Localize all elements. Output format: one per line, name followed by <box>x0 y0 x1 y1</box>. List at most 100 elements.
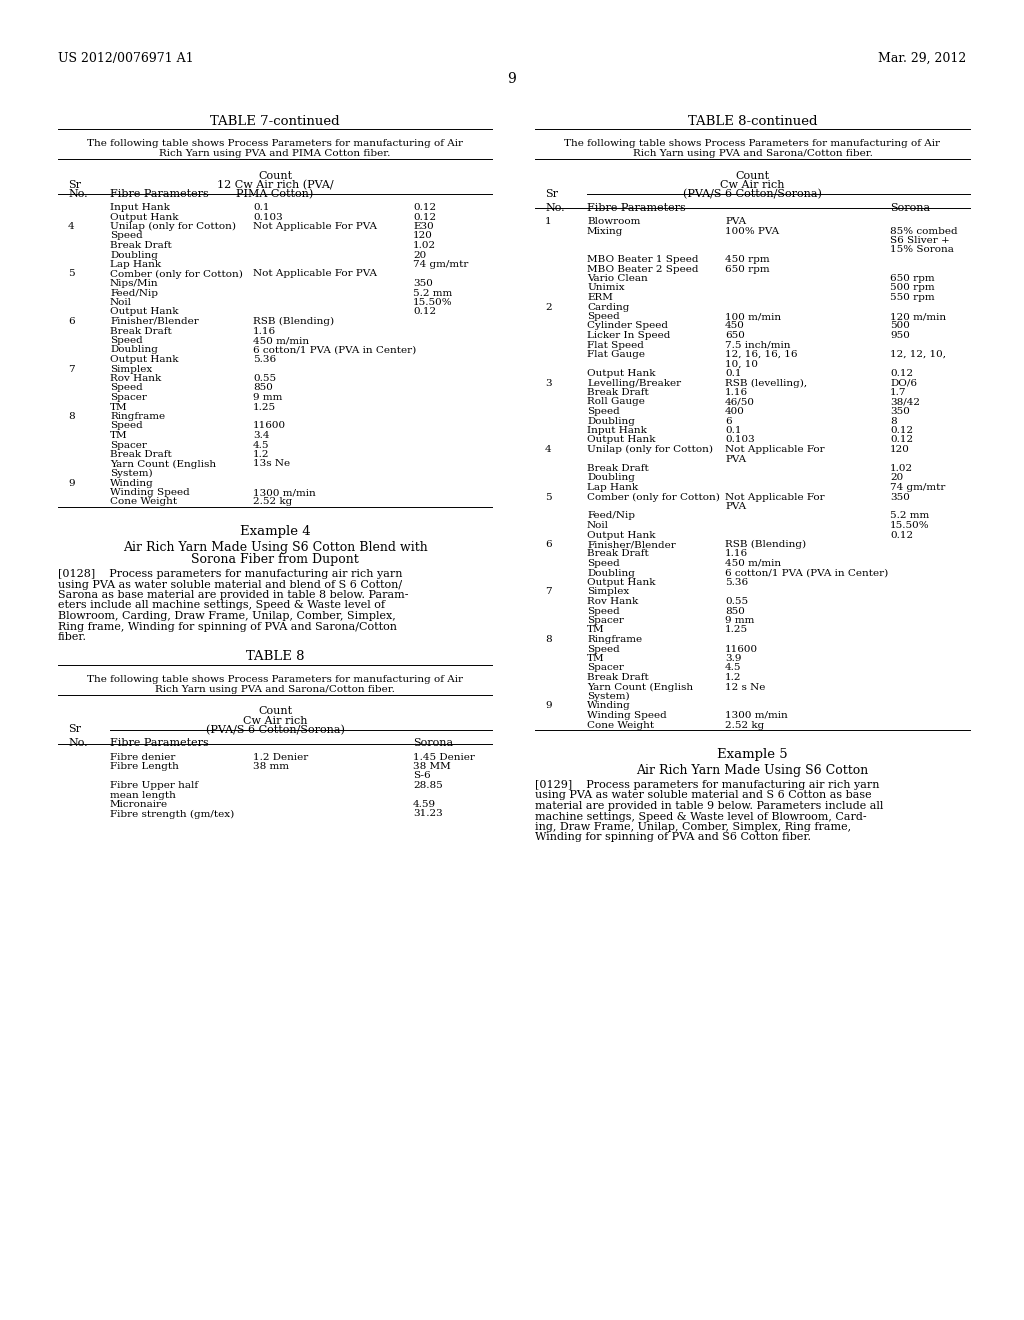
Text: 4: 4 <box>545 445 552 454</box>
Text: Yarn Count (English: Yarn Count (English <box>587 682 693 692</box>
Text: [0128]    Process parameters for manufacturing air rich yarn: [0128] Process parameters for manufactur… <box>58 569 402 579</box>
Text: Sarona as base material are provided in table 8 below. Param-: Sarona as base material are provided in … <box>58 590 409 601</box>
Text: 12, 16, 16, 16: 12, 16, 16, 16 <box>725 350 798 359</box>
Text: 0.1: 0.1 <box>253 203 269 213</box>
Text: 1.45 Denier: 1.45 Denier <box>413 752 475 762</box>
Text: Speed: Speed <box>587 558 620 568</box>
Text: Mixing: Mixing <box>587 227 624 235</box>
Text: Fibre Parameters: Fibre Parameters <box>110 189 209 199</box>
Text: Flat Gauge: Flat Gauge <box>587 350 645 359</box>
Text: 6: 6 <box>725 417 731 425</box>
Text: TM: TM <box>110 403 128 412</box>
Text: Cw Air rich: Cw Air rich <box>720 180 784 190</box>
Text: Not Applicable For PVA: Not Applicable For PVA <box>253 222 377 231</box>
Text: No.: No. <box>545 203 564 213</box>
Text: 13s Ne: 13s Ne <box>253 459 290 469</box>
Text: Yarn Count (English: Yarn Count (English <box>110 459 216 469</box>
Text: 850: 850 <box>253 384 272 392</box>
Text: Levelling/Breaker: Levelling/Breaker <box>587 379 681 388</box>
Text: material are provided in table 9 below. Parameters include all: material are provided in table 9 below. … <box>535 801 884 810</box>
Text: 2.52 kg: 2.52 kg <box>253 498 292 507</box>
Text: Speed: Speed <box>110 421 142 430</box>
Text: 10, 10: 10, 10 <box>725 359 758 368</box>
Text: 0.55: 0.55 <box>725 597 749 606</box>
Text: RSB (Blending): RSB (Blending) <box>725 540 806 549</box>
Text: Winding: Winding <box>110 479 154 487</box>
Text: 500 rpm: 500 rpm <box>890 284 935 293</box>
Text: Input Hank: Input Hank <box>110 203 170 213</box>
Text: 120: 120 <box>890 445 910 454</box>
Text: System): System) <box>587 692 630 701</box>
Text: 0.103: 0.103 <box>253 213 283 222</box>
Text: 0.1: 0.1 <box>725 426 741 436</box>
Text: Winding: Winding <box>587 701 631 710</box>
Text: 6 cotton/1 PVA (PVA in Center): 6 cotton/1 PVA (PVA in Center) <box>253 346 416 355</box>
Text: Doubling: Doubling <box>110 251 158 260</box>
Text: Speed: Speed <box>587 644 620 653</box>
Text: Finisher/Blender: Finisher/Blender <box>587 540 676 549</box>
Text: Winding for spinning of PVA and S6 Cotton fiber.: Winding for spinning of PVA and S6 Cotto… <box>535 833 811 842</box>
Text: System): System) <box>110 469 153 478</box>
Text: PIMA Cotton): PIMA Cotton) <box>237 189 313 199</box>
Text: The following table shows Process Parameters for manufacturing of Air: The following table shows Process Parame… <box>87 139 463 148</box>
Text: machine settings, Speed & Waste level of Blowroom, Card-: machine settings, Speed & Waste level of… <box>535 812 866 821</box>
Text: Output Hank: Output Hank <box>587 531 655 540</box>
Text: US 2012/0076971 A1: US 2012/0076971 A1 <box>58 51 194 65</box>
Text: Output Hank: Output Hank <box>587 578 655 587</box>
Text: eters include all machine settings, Speed & Waste level of: eters include all machine settings, Spee… <box>58 601 385 610</box>
Text: using PVA as water soluble material and S 6 Cotton as base: using PVA as water soluble material and … <box>535 791 871 800</box>
Text: ing, Draw Frame, Unilap, Comber, Simplex, Ring frame,: ing, Draw Frame, Unilap, Comber, Simplex… <box>535 822 851 832</box>
Text: Output Hank: Output Hank <box>110 213 178 222</box>
Text: 12 Cw Air rich (PVA/: 12 Cw Air rich (PVA/ <box>217 180 334 190</box>
Text: 950: 950 <box>890 331 910 341</box>
Text: Break Draft: Break Draft <box>587 549 649 558</box>
Text: 20: 20 <box>413 251 426 260</box>
Text: Air Rich Yarn Made Using S6 Cotton Blend with: Air Rich Yarn Made Using S6 Cotton Blend… <box>123 541 427 554</box>
Text: Example 4: Example 4 <box>240 525 310 539</box>
Text: 1300 m/min: 1300 m/min <box>253 488 315 498</box>
Text: The following table shows Process Parameters for manufacturing of Air: The following table shows Process Parame… <box>564 139 940 148</box>
Text: 0.12: 0.12 <box>413 203 436 213</box>
Text: No.: No. <box>68 189 88 199</box>
Text: Blowroom, Carding, Draw Frame, Unilap, Comber, Simplex,: Blowroom, Carding, Draw Frame, Unilap, C… <box>58 611 395 620</box>
Text: Doubling: Doubling <box>587 417 635 425</box>
Text: Fibre denier: Fibre denier <box>110 752 175 762</box>
Text: 650 rpm: 650 rpm <box>725 264 770 273</box>
Text: DO/6: DO/6 <box>890 379 918 388</box>
Text: Fibre Length: Fibre Length <box>110 762 179 771</box>
Text: 1.2 Denier: 1.2 Denier <box>253 752 308 762</box>
Text: Sr: Sr <box>545 189 558 199</box>
Text: Simplex: Simplex <box>110 364 153 374</box>
Text: Flat Speed: Flat Speed <box>587 341 644 350</box>
Text: 550 rpm: 550 rpm <box>890 293 935 302</box>
Text: 0.12: 0.12 <box>890 531 913 540</box>
Text: TABLE 7-continued: TABLE 7-continued <box>210 115 340 128</box>
Text: 5.36: 5.36 <box>253 355 276 364</box>
Text: Output Hank: Output Hank <box>110 355 178 364</box>
Text: The following table shows Process Parameters for manufacturing of Air: The following table shows Process Parame… <box>87 675 463 684</box>
Text: 6: 6 <box>68 317 75 326</box>
Text: 500: 500 <box>890 322 910 330</box>
Text: Carding: Carding <box>587 302 630 312</box>
Text: Output Hank: Output Hank <box>587 436 655 445</box>
Text: 350: 350 <box>413 279 433 288</box>
Text: PVA: PVA <box>725 502 746 511</box>
Text: 38 MM: 38 MM <box>413 762 451 771</box>
Text: 8: 8 <box>545 635 552 644</box>
Text: Winding Speed: Winding Speed <box>110 488 189 498</box>
Text: TM: TM <box>587 653 604 663</box>
Text: 74 gm/mtr: 74 gm/mtr <box>413 260 468 269</box>
Text: 1.2: 1.2 <box>725 673 741 682</box>
Text: Spacer: Spacer <box>587 616 624 624</box>
Text: 15% Sorona: 15% Sorona <box>890 246 954 255</box>
Text: Cone Weight: Cone Weight <box>110 498 177 507</box>
Text: Nips/Min: Nips/Min <box>110 279 159 288</box>
Text: 12, 12, 10,: 12, 12, 10, <box>890 350 946 359</box>
Text: Licker In Speed: Licker In Speed <box>587 331 671 341</box>
Text: Unilap (only for Cotton): Unilap (only for Cotton) <box>110 222 236 231</box>
Text: 38/42: 38/42 <box>890 397 920 407</box>
Text: 3: 3 <box>545 379 552 388</box>
Text: No.: No. <box>68 738 88 748</box>
Text: Cylinder Speed: Cylinder Speed <box>587 322 668 330</box>
Text: Lap Hank: Lap Hank <box>110 260 161 269</box>
